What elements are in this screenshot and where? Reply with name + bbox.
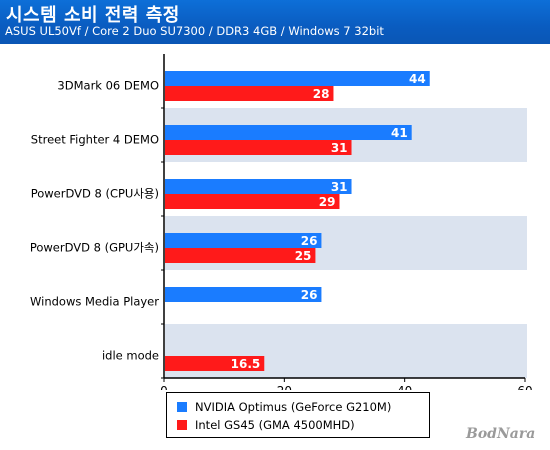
x-tick-label: 0 [160, 384, 168, 390]
bar [165, 140, 352, 155]
legend-swatch-red [177, 420, 187, 430]
category-label: PowerDVD 8 (CPU사용) [31, 187, 159, 201]
legend-item-nvidia: NVIDIA Optimus (GeForce G210M) [177, 400, 391, 414]
bar-value-label: 44 [409, 72, 426, 86]
bar [165, 86, 334, 101]
watermark-logo: BodNara [466, 426, 536, 442]
bar-value-label: 26 [301, 234, 318, 248]
bar [165, 233, 322, 248]
legend-label-nvidia: NVIDIA Optimus (GeForce G210M) [195, 400, 392, 414]
bar [165, 179, 352, 194]
legend-item-intel: Intel GS45 (GMA 4500MHD) [177, 418, 355, 432]
bar [165, 356, 265, 371]
bar-value-label: 29 [319, 195, 336, 209]
chart-title: 시스템 소비 전력 측정 [6, 5, 180, 26]
bar [165, 287, 322, 302]
bar-value-label: 28 [313, 87, 330, 101]
x-tick-label: 60 [517, 384, 532, 390]
bar-value-label: 25 [295, 249, 312, 263]
bar-value-label: 41 [391, 126, 408, 140]
category-label: PowerDVD 8 (GPU가속) [30, 241, 159, 255]
category-label: Windows Media Player [30, 295, 159, 309]
bar [165, 71, 430, 86]
bar [165, 194, 340, 209]
category-label: idle mode [102, 349, 159, 363]
category-label: 3DMark 06 DEMO [57, 79, 159, 93]
chart-legend: NVIDIA Optimus (GeForce G210M) Intel GS4… [166, 392, 430, 438]
bar-value-label: 16.5 [231, 357, 261, 371]
legend-swatch-blue [177, 402, 187, 412]
bar-value-label: 31 [331, 180, 348, 194]
x-tick-label: 40 [397, 384, 412, 390]
chart-subtitle: ASUS UL50Vf / Core 2 Duo SU7300 / DDR3 4… [5, 24, 384, 38]
bar-value-label: 26 [301, 288, 318, 302]
x-tick-label: 20 [277, 384, 292, 390]
chart-header: 시스템 소비 전력 측정 ASUS UL50Vf / Core 2 Duo SU… [0, 0, 550, 44]
legend-label-intel: Intel GS45 (GMA 4500MHD) [195, 418, 355, 432]
bar-value-label: 31 [331, 141, 348, 155]
category-label: Street Fighter 4 DEMO [31, 133, 159, 147]
bar [165, 125, 412, 140]
bar [165, 248, 316, 263]
bar-chart: 44 28 3DMark 06 DEMO 41 31 Street Fighter 4 D… [30, 54, 533, 390]
